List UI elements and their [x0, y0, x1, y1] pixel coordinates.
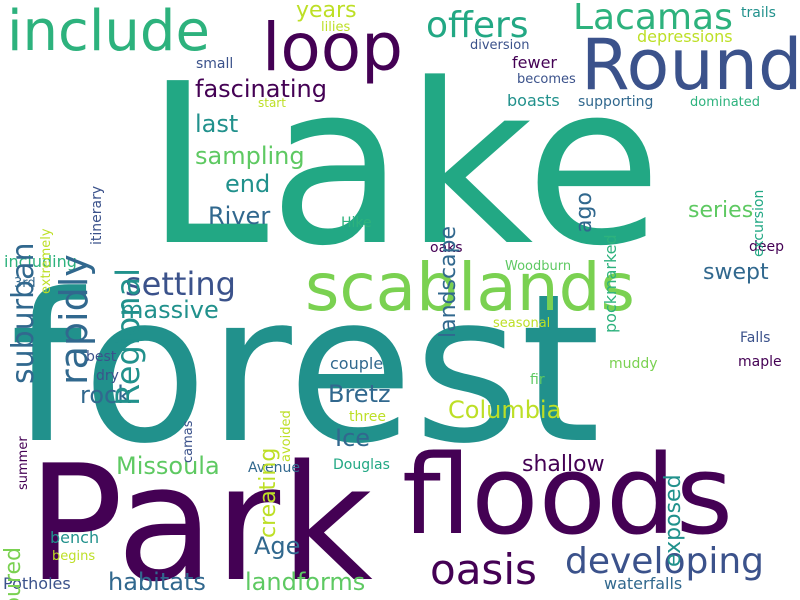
word-summer: summer — [16, 436, 31, 490]
word-becomes: becomes — [517, 72, 576, 87]
word-boasts: boasts — [507, 91, 560, 110]
word-years: years — [296, 0, 357, 23]
word-oaks: oaks — [430, 240, 463, 256]
word-3rd: 3rd — [14, 276, 36, 291]
word-fascinating: fascinating — [195, 75, 327, 103]
word-begins: begins — [52, 549, 96, 564]
word-shallow: shallow — [522, 452, 605, 477]
word-falls: Falls — [740, 330, 771, 346]
word-diversion: diversion — [470, 38, 530, 53]
word-itinerary: itinerary — [89, 185, 105, 245]
word-best: best — [86, 349, 117, 365]
word-small: small — [196, 56, 234, 72]
word-lake: Lake — [145, 37, 662, 295]
word-extremely: extremely — [39, 228, 54, 294]
word-river: River — [208, 202, 271, 230]
word-floods: floods — [402, 431, 734, 559]
word-muddy: muddy — [609, 356, 658, 372]
word-fir: fir — [530, 372, 545, 388]
word-bench: bench — [50, 528, 100, 547]
word-sampling: sampling — [195, 142, 305, 170]
word-oasis: oasis — [430, 545, 537, 594]
word-swept: swept — [703, 260, 769, 285]
word-pockmarked: pockmarked — [601, 234, 620, 333]
word-maple: maple — [738, 354, 782, 370]
word-fewer: fewer — [512, 53, 557, 72]
word-massive: massive — [120, 296, 219, 324]
word-lacamas: Lacamas — [573, 0, 733, 38]
word-avoided: avoided — [279, 410, 294, 462]
word-seasonal: seasonal — [493, 316, 551, 331]
word-park: Park — [27, 430, 373, 600]
word-landforms: landforms — [245, 568, 366, 596]
word-setting: setting — [125, 265, 236, 303]
word-age: Age — [254, 532, 301, 560]
word-regional: Regional — [109, 267, 147, 406]
word-scoured: scoured — [1, 546, 26, 600]
word-loop: loop — [262, 9, 403, 86]
word-couple: couple — [330, 354, 384, 373]
word-developing: developing — [565, 541, 765, 582]
word-deep: deep — [749, 239, 784, 255]
word-round: Round — [581, 24, 800, 106]
word-scablands: scablands — [305, 249, 635, 326]
word-depressions: depressions — [637, 27, 733, 46]
word-include: include — [7, 0, 210, 64]
word-series: series — [688, 198, 754, 223]
word-camas: camas — [181, 420, 196, 463]
word-avenue: Avenue — [248, 460, 301, 476]
word-offers: offers — [426, 5, 529, 46]
word-waterfalls: waterfalls — [604, 574, 683, 593]
word-potholes: Potholes — [3, 574, 71, 593]
word-suburban: suburban — [6, 242, 41, 384]
word-woodburn: Woodburn — [505, 259, 572, 274]
word-supporting: supporting — [578, 94, 654, 110]
word-landscape: landscape — [436, 225, 461, 338]
word-lilies: lilies — [321, 20, 351, 35]
word-habitats: habitats — [108, 568, 206, 596]
word-forest: forest — [10, 251, 601, 489]
word-start: start — [258, 96, 286, 110]
word-including: including — [4, 252, 77, 271]
word-missoula: Missoula — [116, 452, 220, 480]
word-ago: ago — [572, 192, 597, 233]
word-ice: Ice — [335, 424, 371, 452]
word-exposed: exposed — [661, 474, 686, 567]
word-three: three — [349, 409, 387, 425]
word-rapidly: rapidly — [52, 254, 96, 385]
word-rock: rock — [80, 381, 132, 409]
word-hike: Hike — [341, 215, 372, 231]
word-douglas: Douglas — [333, 457, 390, 473]
word-trails: trails — [741, 5, 776, 21]
word-creating: creating — [256, 447, 281, 538]
word-last: last — [195, 110, 239, 138]
word-dominated: dominated — [690, 95, 761, 110]
word-columbia: Columbia — [448, 396, 562, 424]
word-dry: dry — [96, 368, 119, 384]
word-bretz: Bretz — [328, 380, 391, 408]
word-end: end — [225, 170, 271, 198]
word-excursion: excursion — [751, 189, 767, 257]
